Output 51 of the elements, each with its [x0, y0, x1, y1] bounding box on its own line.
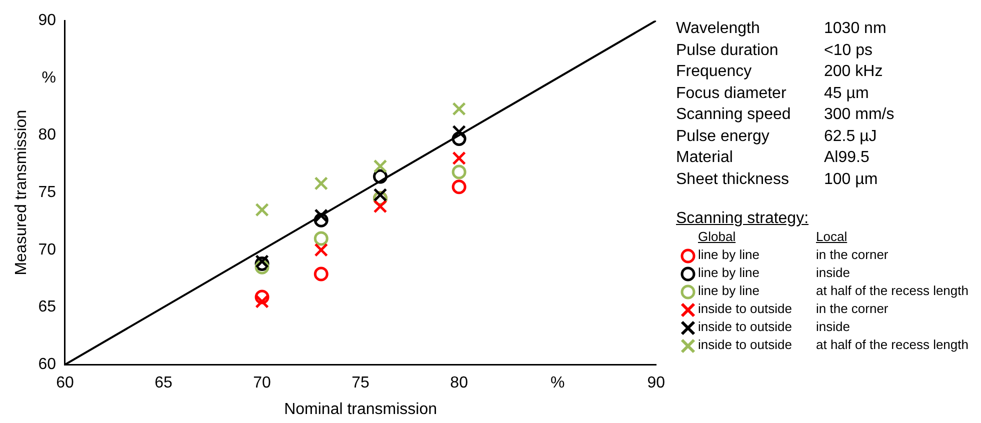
point — [314, 231, 328, 246]
point — [452, 164, 466, 180]
x-tick-label: 60 — [56, 374, 74, 392]
point — [373, 199, 388, 214]
legend-label: line by line at half of the recess length — [698, 282, 968, 300]
point — [452, 124, 466, 139]
point — [314, 176, 328, 190]
point — [314, 243, 328, 257]
x-tick-label: 90 — [647, 374, 666, 392]
x-tick-label: 80 — [450, 374, 468, 392]
x-tick-label: 75 — [352, 374, 370, 392]
legend-label: line by line in the corner — [698, 246, 888, 264]
legend-label: inside to outside at half of the recess length — [698, 336, 968, 354]
legend-label: line by line inside — [698, 264, 850, 282]
point — [452, 180, 466, 194]
point — [314, 266, 328, 282]
legend-title: Scanning strategy: — [676, 210, 810, 228]
point — [314, 212, 328, 228]
point — [255, 294, 269, 308]
text: Global Local — [698, 229, 848, 244]
x-tick-label: 70 — [253, 374, 272, 392]
y-tick-label: 80 — [38, 126, 56, 144]
point — [373, 188, 388, 202]
text: Focus diameter 45 µm — [676, 84, 869, 102]
point — [452, 102, 466, 116]
point — [314, 208, 328, 222]
y-tick-label: 90 — [38, 12, 56, 30]
text: Frequency 200 kHz — [676, 63, 883, 80]
y-tick-label: 75 — [38, 184, 56, 202]
text: Pulse duration <10 ps — [676, 42, 872, 58]
x-tick-label: 65 — [154, 374, 173, 392]
y-tick-label: % — [42, 69, 56, 86]
y-axis-title: Measured transmission — [13, 110, 30, 276]
point — [373, 159, 388, 174]
point — [255, 202, 269, 217]
text: Pulse energy 62.5 µJ — [676, 128, 877, 144]
y-tick-label: 70 — [38, 241, 56, 258]
point — [452, 131, 466, 146]
point — [452, 151, 466, 166]
x-tick-label: % — [550, 374, 565, 392]
text: Sheet thickness 100 µm — [676, 170, 878, 188]
y-tick-label: 65 — [38, 298, 56, 316]
text: Wavelength 1030 nm — [676, 20, 886, 37]
point — [254, 290, 270, 304]
y-tick-label: 60 — [38, 356, 56, 374]
point — [373, 169, 388, 184]
x-axis-title: Nominal transmission — [284, 400, 438, 418]
text: Material Al99.5 — [676, 149, 870, 166]
legend-label: inside to outside inside — [698, 318, 850, 336]
text: Scanning speed 300 mm/s — [676, 106, 894, 123]
legend-label: inside to outside in the corner — [698, 300, 888, 318]
